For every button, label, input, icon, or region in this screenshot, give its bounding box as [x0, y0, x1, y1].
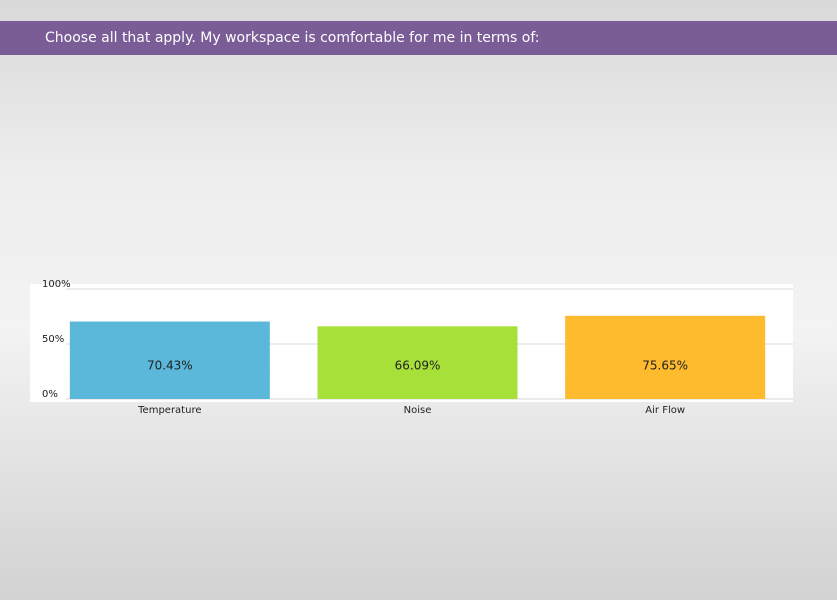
question-banner: Choose all that apply. My workspace is c…: [0, 21, 837, 55]
bar: [69, 321, 270, 399]
value-label: 66.09%: [395, 359, 441, 373]
x-tick-label: Temperature: [137, 405, 201, 416]
bar: [317, 326, 518, 399]
x-tick-label: Air Flow: [645, 405, 685, 416]
question-title: Choose all that apply. My workspace is c…: [45, 30, 540, 46]
y-tick-label: 100%: [42, 279, 71, 290]
x-tick-label: Noise: [404, 405, 432, 416]
bar: [565, 315, 766, 399]
y-tick-label: 50%: [42, 334, 64, 345]
value-label: 75.65%: [642, 359, 688, 373]
value-label: 70.43%: [147, 359, 193, 373]
y-tick-label: 0%: [42, 389, 58, 400]
